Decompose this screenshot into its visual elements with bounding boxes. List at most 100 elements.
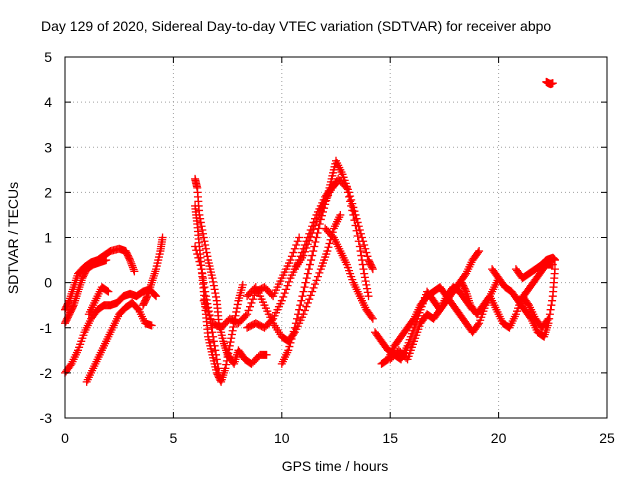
data-point bbox=[209, 337, 218, 346]
data-point bbox=[312, 217, 321, 226]
axis-ticks bbox=[64, 56, 608, 419]
data-point bbox=[158, 233, 167, 242]
data-point bbox=[309, 247, 318, 256]
y-tick-label: 3 bbox=[44, 139, 52, 155]
data-point bbox=[192, 246, 201, 255]
data-point bbox=[546, 305, 555, 314]
data-point bbox=[285, 277, 294, 286]
data-point bbox=[292, 314, 301, 323]
data-point bbox=[196, 218, 205, 227]
data-point bbox=[209, 277, 218, 286]
data-point bbox=[362, 248, 371, 257]
data-point bbox=[304, 265, 313, 274]
data-point bbox=[102, 256, 111, 265]
data-point bbox=[202, 304, 211, 313]
data-point bbox=[299, 287, 308, 296]
data-point bbox=[222, 360, 231, 369]
data-point bbox=[363, 288, 372, 297]
data-point bbox=[342, 183, 351, 192]
data-point bbox=[355, 242, 364, 251]
chart-title: Day 129 of 2020, Sidereal Day-to-day VTE… bbox=[41, 18, 551, 34]
series-s4 bbox=[82, 298, 156, 386]
data-point bbox=[223, 353, 232, 362]
data-point bbox=[68, 302, 77, 311]
x-tick-label: 0 bbox=[61, 430, 69, 446]
data-point bbox=[214, 368, 223, 377]
data-point bbox=[191, 242, 200, 251]
data-point bbox=[284, 346, 293, 355]
data-point bbox=[550, 256, 559, 265]
data-point bbox=[289, 248, 298, 257]
data-point bbox=[349, 210, 358, 219]
data-point bbox=[289, 327, 298, 336]
series-s23 bbox=[542, 77, 557, 89]
data-point bbox=[198, 269, 207, 278]
data-point bbox=[199, 296, 208, 305]
series-s5 bbox=[84, 283, 113, 319]
data-point bbox=[193, 250, 202, 259]
data-point bbox=[303, 298, 312, 307]
data-point bbox=[363, 284, 372, 293]
data-point bbox=[545, 314, 554, 323]
data-point bbox=[127, 259, 136, 268]
y-tick-label: 5 bbox=[44, 49, 52, 65]
data-point bbox=[224, 349, 233, 358]
data-point bbox=[208, 328, 217, 337]
data-point bbox=[548, 296, 557, 305]
data-point bbox=[308, 287, 317, 296]
data-point bbox=[310, 242, 319, 251]
data-point bbox=[461, 286, 470, 295]
data-point bbox=[152, 292, 161, 301]
data-point bbox=[346, 197, 355, 206]
data-point bbox=[197, 265, 206, 274]
data-point bbox=[296, 301, 305, 310]
data-point bbox=[208, 274, 217, 283]
y-tick-label: -1 bbox=[40, 320, 53, 336]
data-point bbox=[290, 244, 299, 253]
data-point bbox=[200, 283, 209, 292]
x-tick-label: 25 bbox=[599, 430, 615, 446]
data-point bbox=[225, 341, 234, 350]
y-tick-label: 2 bbox=[44, 184, 52, 200]
data-point bbox=[212, 350, 221, 359]
data-point bbox=[228, 326, 237, 335]
data-point bbox=[356, 247, 365, 256]
data-point bbox=[238, 280, 247, 289]
series-s14 bbox=[290, 174, 373, 301]
data-point bbox=[545, 310, 554, 319]
data-point bbox=[303, 240, 312, 249]
y-tick-label: 0 bbox=[44, 275, 52, 291]
data-point bbox=[150, 291, 159, 300]
data-point bbox=[360, 273, 369, 282]
data-point bbox=[232, 304, 241, 313]
data-point bbox=[359, 265, 368, 274]
y-tick-label: 4 bbox=[44, 94, 52, 110]
data-point bbox=[315, 210, 324, 219]
series-s21 bbox=[511, 253, 559, 283]
data-point bbox=[325, 239, 334, 248]
data-point bbox=[302, 274, 311, 283]
data-point bbox=[201, 292, 210, 301]
data-point bbox=[147, 321, 156, 330]
data-point bbox=[311, 280, 320, 289]
data-point bbox=[291, 319, 300, 328]
data-point bbox=[303, 269, 312, 278]
data-point bbox=[202, 248, 211, 257]
data-point bbox=[213, 359, 222, 368]
data-point bbox=[233, 300, 242, 309]
data-point bbox=[367, 313, 376, 322]
grid bbox=[65, 57, 607, 418]
data-point bbox=[199, 274, 208, 283]
data-point bbox=[368, 265, 377, 274]
data-point bbox=[285, 342, 294, 351]
data-point bbox=[287, 335, 296, 344]
data-point bbox=[364, 292, 373, 301]
data-point bbox=[129, 265, 138, 274]
data-point bbox=[211, 346, 220, 355]
data-point bbox=[128, 263, 137, 272]
data-point bbox=[201, 241, 210, 250]
data-point bbox=[324, 243, 333, 252]
data-point bbox=[305, 236, 314, 245]
data-point bbox=[197, 222, 206, 231]
